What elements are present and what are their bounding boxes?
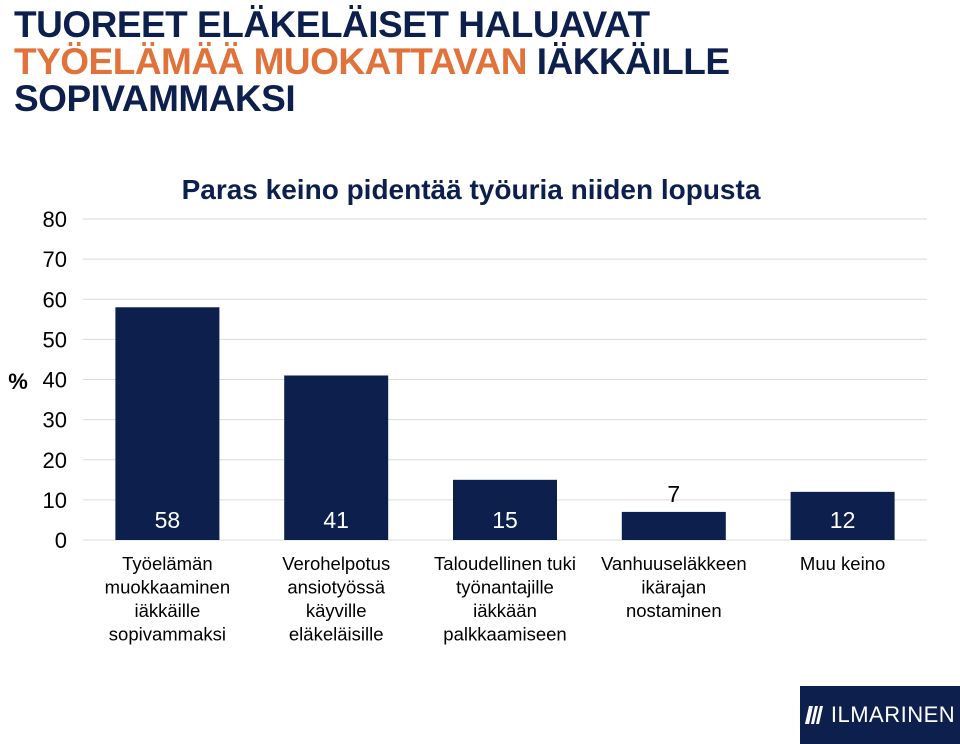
- bar: [621, 511, 726, 540]
- data-label: 41: [323, 507, 349, 533]
- category-label: Muu keino: [800, 553, 885, 574]
- category-label: ansiotyössä: [287, 577, 385, 598]
- y-tick-label: 10: [43, 488, 67, 513]
- chart-title: Paras keino pidentää työuria niiden lopu…: [182, 174, 761, 205]
- data-label: 58: [155, 507, 181, 533]
- bar: [453, 479, 557, 540]
- data-labels: 58 41 15 7 12: [155, 481, 856, 533]
- category-label: Taloudellinen tuki: [434, 553, 576, 574]
- category-label: nostaminen: [626, 600, 722, 621]
- category-label: iäkkäille: [134, 600, 200, 621]
- logo-text: ILMARINEN: [830, 702, 956, 727]
- category-label: palkkaamiseen: [443, 624, 566, 645]
- category-label: käyville: [306, 600, 367, 621]
- category-label: työnantajille: [456, 577, 554, 598]
- headline-line-3: SOPIVAMMAKSI: [14, 78, 296, 119]
- y-tick-label: 20: [43, 448, 67, 473]
- logo-mark-icon: [804, 706, 823, 724]
- bar: [284, 375, 389, 540]
- bars: [115, 307, 895, 540]
- headline-line-2-rest: IÄKKÄILLE: [526, 41, 730, 82]
- data-label: 12: [830, 507, 856, 533]
- y-tick-labels: 0 10 20 30 40 50 60 70 80: [43, 207, 67, 553]
- category-label: Vanhuuseläkkeen: [601, 553, 747, 574]
- category-label: Työelämän: [122, 553, 213, 574]
- category-label: Verohelpotus: [282, 553, 390, 574]
- headline-highlight: TYÖELÄMÄÄ MUOKATTAVAN: [14, 41, 527, 82]
- data-label: 15: [492, 507, 518, 533]
- y-tick-label: 80: [43, 207, 67, 232]
- data-label: 7: [667, 481, 680, 507]
- bar: [115, 307, 220, 540]
- headline-line-2: TYÖELÄMÄÄ MUOKATTAVAN IÄKKÄILLE: [14, 43, 730, 80]
- y-tick-label: 0: [55, 528, 67, 553]
- y-tick-label: 60: [43, 287, 67, 312]
- category-label: iäkkään: [473, 600, 537, 621]
- slide-headline: TUOREET ELÄKELÄISET HALUAVAT TYÖELÄMÄÄ M…: [14, 6, 730, 117]
- headline-line-1: TUOREET ELÄKELÄISET HALUAVAT: [14, 4, 650, 45]
- y-tick-label: 30: [43, 408, 67, 433]
- y-tick-label: 50: [43, 327, 67, 352]
- bar: [790, 491, 895, 540]
- y-tick-label: 70: [43, 247, 67, 272]
- y-tick-label: 40: [43, 368, 67, 393]
- ilmarinen-logo: ILMARINEN: [800, 686, 960, 744]
- category-label: ikärajan: [641, 577, 706, 598]
- category-label: eläkeläisille: [289, 624, 384, 645]
- y-axis-label: %: [8, 369, 28, 394]
- category-label: muokkaaminen: [105, 577, 230, 598]
- category-label: sopivammaksi: [109, 624, 226, 645]
